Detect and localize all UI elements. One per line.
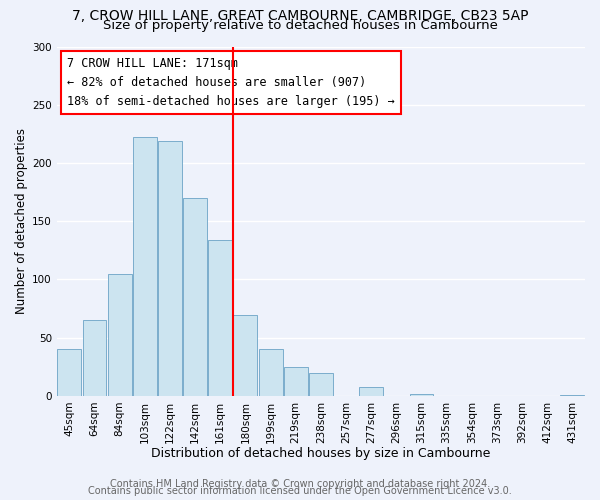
X-axis label: Distribution of detached houses by size in Cambourne: Distribution of detached houses by size … <box>151 447 491 460</box>
Bar <box>83 320 106 396</box>
Text: Size of property relative to detached houses in Cambourne: Size of property relative to detached ho… <box>103 19 497 32</box>
Y-axis label: Number of detached properties: Number of detached properties <box>15 128 28 314</box>
Bar <box>309 372 333 396</box>
Bar <box>284 366 308 396</box>
Bar <box>259 350 283 396</box>
Text: Contains HM Land Registry data © Crown copyright and database right 2024.: Contains HM Land Registry data © Crown c… <box>110 479 490 489</box>
Bar <box>108 274 131 396</box>
Text: 7 CROW HILL LANE: 171sqm
← 82% of detached houses are smaller (907)
18% of semi-: 7 CROW HILL LANE: 171sqm ← 82% of detach… <box>67 57 395 108</box>
Bar <box>233 316 257 396</box>
Bar <box>410 394 433 396</box>
Text: Contains public sector information licensed under the Open Government Licence v3: Contains public sector information licen… <box>88 486 512 496</box>
Bar <box>183 198 207 396</box>
Bar <box>158 141 182 396</box>
Bar <box>208 240 232 396</box>
Bar <box>133 138 157 396</box>
Bar <box>560 394 584 396</box>
Bar <box>58 350 82 396</box>
Bar <box>359 386 383 396</box>
Text: 7, CROW HILL LANE, GREAT CAMBOURNE, CAMBRIDGE, CB23 5AP: 7, CROW HILL LANE, GREAT CAMBOURNE, CAMB… <box>72 9 528 23</box>
